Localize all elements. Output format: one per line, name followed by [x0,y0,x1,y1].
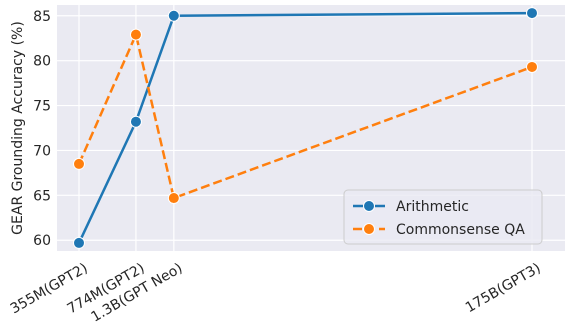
data-point-1 [167,192,180,205]
data-point-1 [129,28,142,41]
y-tick-label: 70 [33,143,51,159]
y-axis-label: GEAR Grounding Accuracy (%) [10,21,26,235]
data-point-0 [167,9,180,22]
series-line-0 [77,11,533,244]
series-layer [73,7,538,249]
legend-label-commonsense: Commonsense QA [396,222,525,238]
data-point-0 [526,7,538,20]
data-point-0 [129,115,142,128]
data-point-1 [73,157,85,170]
x-tick-label: 175B(GPT3) [463,260,544,316]
series-line-1 [77,33,533,200]
data-point-0 [73,236,85,249]
y-tick-label: 80 [33,54,51,70]
data-point-1 [526,60,538,73]
legend: Arithmetic Commonsense QA [343,189,543,245]
y-tick-label: 85 [33,9,51,25]
legend-marker-arithmetic [363,200,375,212]
legend-marker-commonsense [363,223,375,235]
legend-box [343,189,543,245]
legend-label-arithmetic: Arithmetic [396,199,469,215]
y-tick-label: 75 [33,99,51,115]
y-tick-label: 60 [33,233,51,249]
y-tick-label: 65 [33,188,51,204]
